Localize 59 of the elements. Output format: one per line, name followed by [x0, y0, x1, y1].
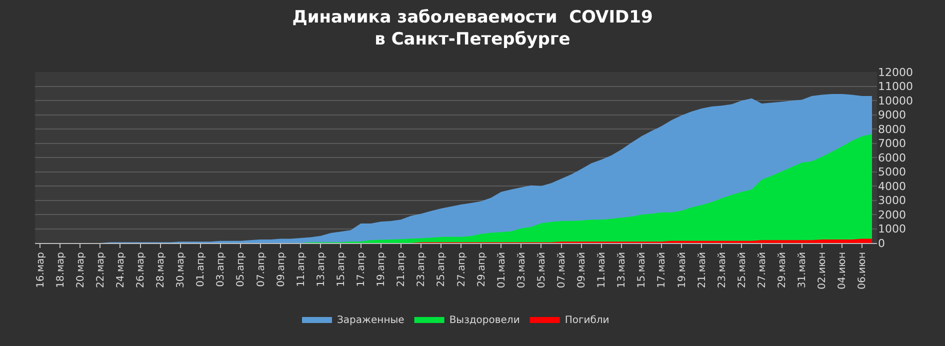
- y-tick-label: 0: [878, 236, 885, 250]
- x-tick-label: 13.апр: [316, 252, 327, 287]
- y-tick-label: 6000: [878, 151, 906, 164]
- x-tick-label: 09.май: [576, 252, 588, 288]
- x-tick-label: 29.апр: [476, 252, 488, 287]
- x-tick-label: 01.май: [496, 252, 508, 288]
- y-tick-label: 11000: [878, 80, 913, 94]
- x-tick-label: 27.апр: [456, 252, 468, 287]
- x-tick-label: 05.май: [536, 252, 548, 288]
- y-tick-label: 2000: [878, 208, 906, 222]
- x-tick-label: 07.апр: [256, 252, 267, 287]
- x-tick-label: 22.мар: [95, 252, 106, 288]
- x-tick-label: 17.апр: [356, 252, 368, 287]
- x-tick-label: 11.май: [596, 252, 608, 288]
- chart-title: Динамика заболеваемости COVID19 в Санкт-Петербурге: [292, 7, 653, 50]
- x-tick-label: 26.мар: [136, 252, 146, 288]
- y-tick-label: 8000: [878, 122, 906, 136]
- x-tick-label: 30.мар: [176, 252, 187, 288]
- x-tick-label: 25.май: [736, 252, 748, 288]
- x-tick-label: 02.июн: [817, 252, 828, 290]
- y-tick-label: 12000: [878, 66, 913, 79]
- x-tick-label: 23.май: [716, 252, 728, 288]
- x-tick-label: 31.май: [797, 252, 808, 288]
- x-tick-label: 09.апр: [276, 252, 287, 287]
- legend-label: Выздоровели: [449, 314, 520, 326]
- y-tick-label: 5000: [878, 166, 906, 179]
- x-tick-label: 13.май: [616, 252, 628, 288]
- x-tick-label: 21.апр: [396, 252, 408, 287]
- x-tick-label: 03.май: [516, 252, 528, 288]
- x-tick-label: 01.апр: [196, 252, 207, 287]
- x-tick-label: 06.июн: [857, 252, 868, 290]
- x-tick-label: 11.апр: [296, 252, 307, 287]
- x-tick-label: 24.мар: [115, 252, 126, 288]
- x-tick-label: 20.мар: [75, 252, 86, 288]
- x-tick-label: 04.июн: [837, 252, 848, 290]
- x-tick-label: 15.апр: [336, 252, 347, 287]
- x-tick-label: 29.май: [777, 252, 788, 288]
- y-tick-label: 10000: [878, 94, 913, 108]
- x-tick-label: 25.апр: [436, 252, 448, 287]
- x-tick-label: 27.май: [756, 252, 768, 288]
- x-tick-label: 19.май: [676, 252, 688, 288]
- y-tick-label: 1000: [878, 222, 906, 236]
- y-tick-label: 9000: [878, 108, 906, 122]
- y-tick-label: 4000: [878, 180, 906, 193]
- x-tick-label: 03.апр: [216, 252, 227, 287]
- legend-label: Погибли: [564, 314, 610, 326]
- x-tick-label: 19.апр: [376, 252, 388, 287]
- y-tick-label: 3000: [878, 194, 906, 208]
- legend-label: Зараженные: [337, 314, 404, 326]
- x-tick-label: 16.мар: [35, 252, 46, 288]
- x-tick-label: 07.май: [556, 252, 568, 288]
- x-tick-label: 23.апр: [416, 252, 428, 287]
- x-tick-label: 17.май: [656, 252, 668, 288]
- x-tick-label: 15.май: [636, 252, 648, 288]
- x-tick-label: 21.май: [696, 252, 708, 288]
- y-tick-label: 7000: [878, 137, 906, 150]
- x-tick-label: 28.мар: [156, 252, 167, 288]
- x-tick-label: 05.апр: [236, 252, 247, 287]
- x-tick-label: 18.мар: [55, 252, 66, 288]
